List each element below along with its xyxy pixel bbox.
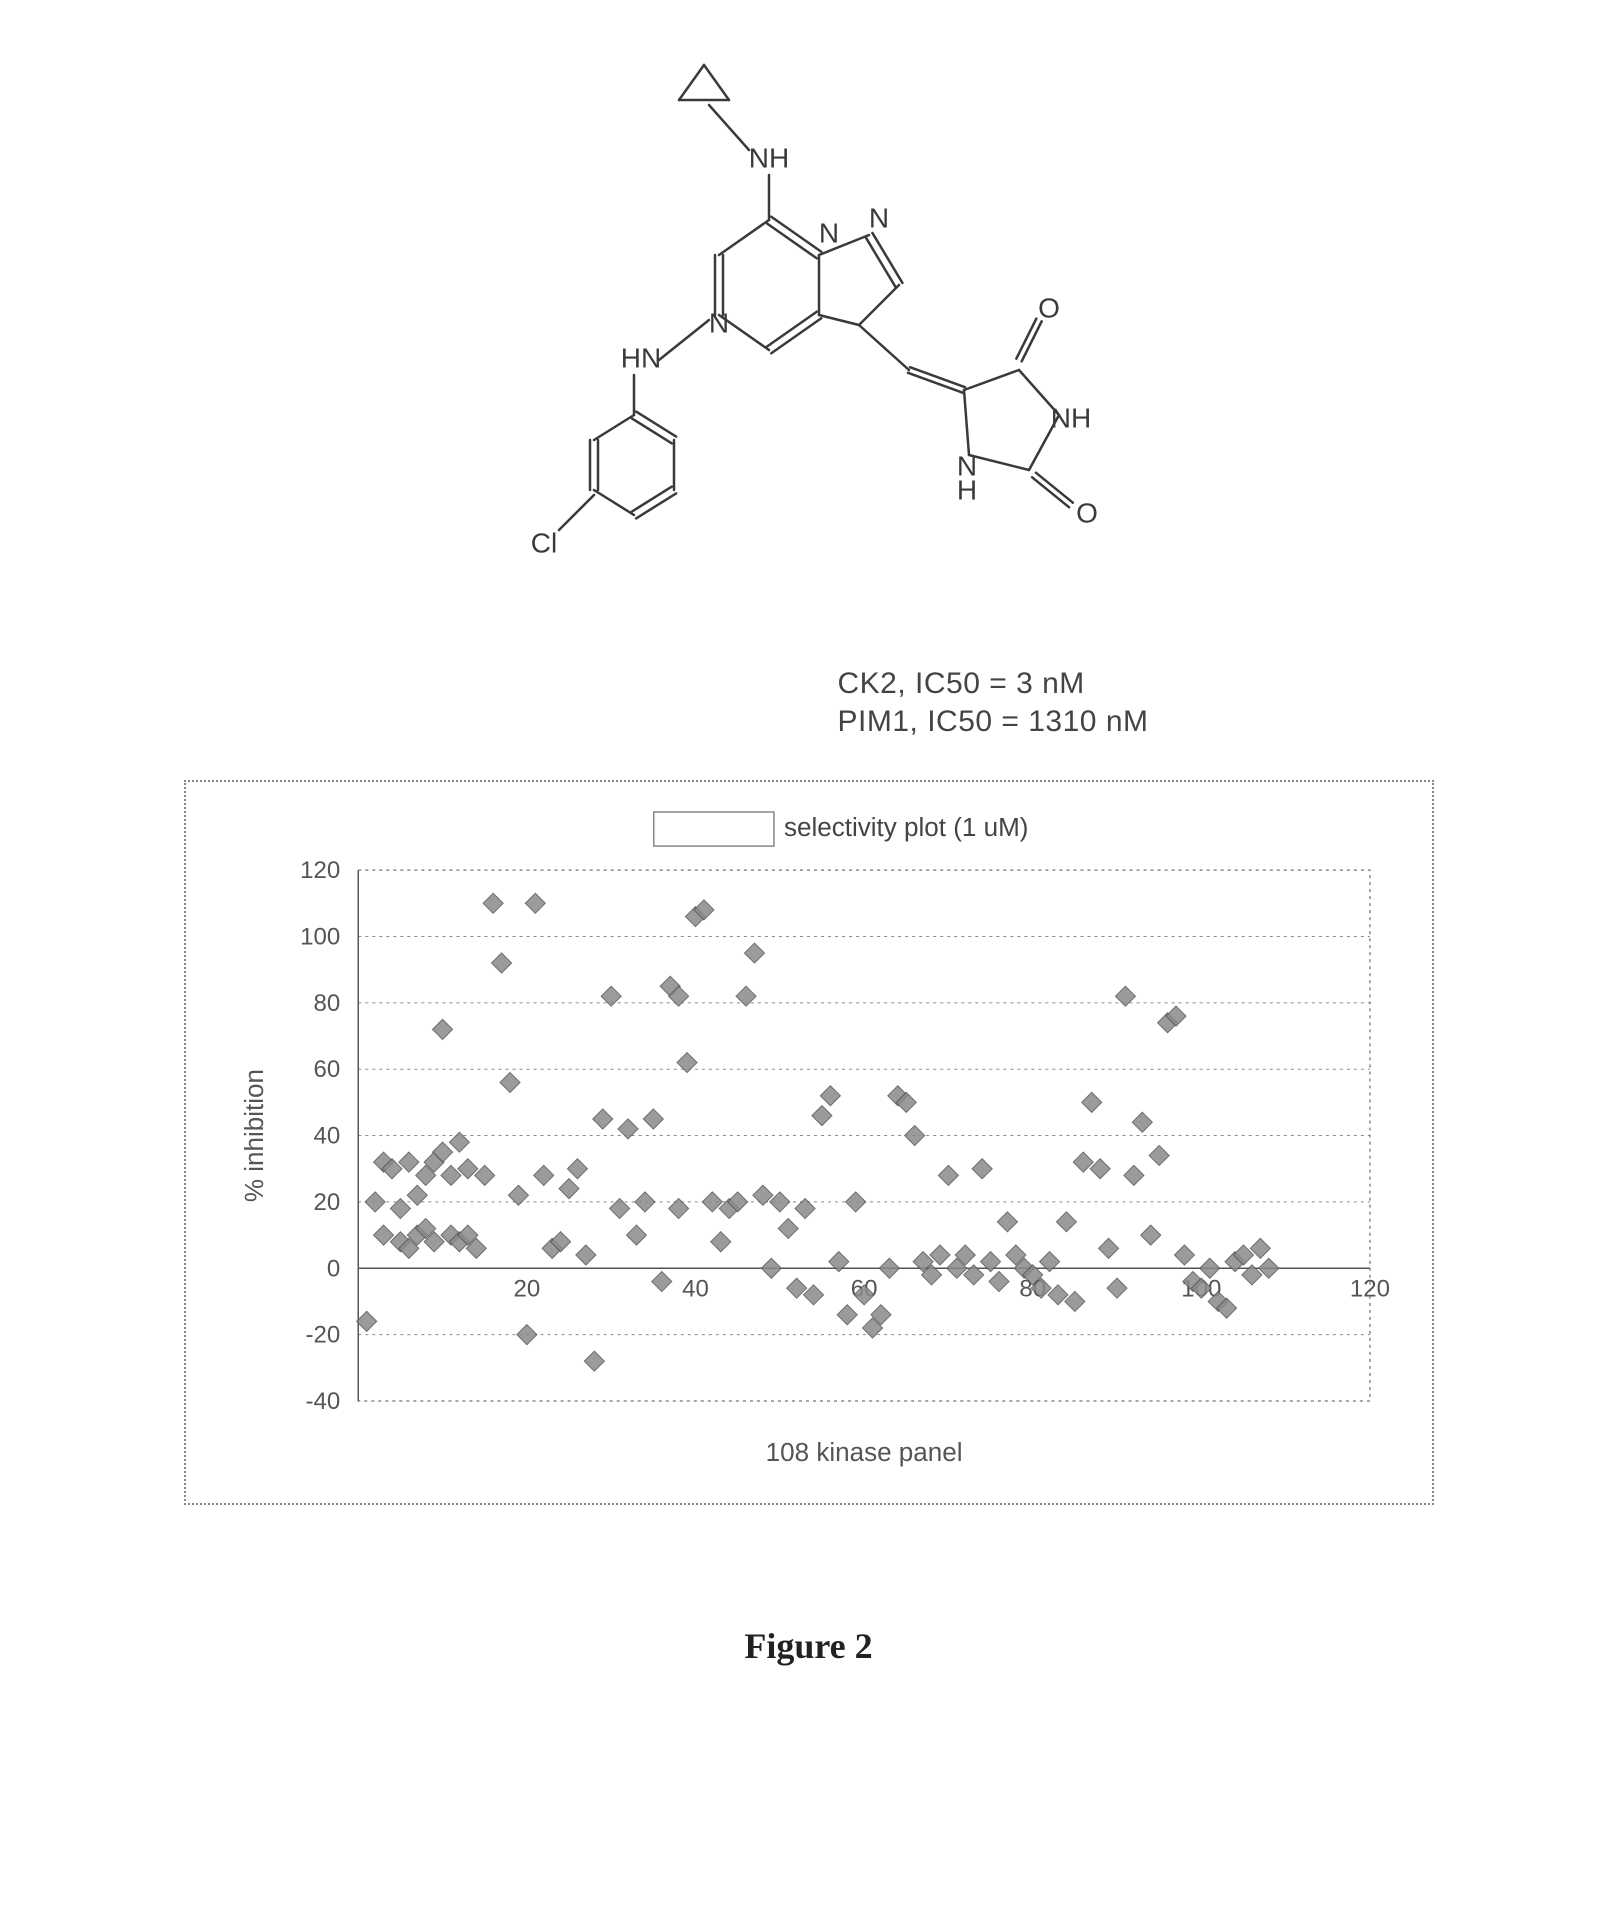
svg-text:40: 40 — [313, 1123, 340, 1150]
svg-text:selectivity plot (1 uM): selectivity plot (1 uM) — [783, 812, 1027, 842]
svg-text:120: 120 — [1349, 1275, 1389, 1302]
svg-text:HN: HN — [620, 342, 660, 373]
svg-text:100: 100 — [300, 923, 340, 950]
svg-text:O: O — [1038, 292, 1060, 323]
svg-text:60: 60 — [313, 1056, 340, 1083]
selectivity-scatter-chart: -40-2002040608010012020406080100120% inh… — [208, 800, 1410, 1481]
chemical-structure: NHNNNHNClONHNHO CK2, IC50 = 3 nM PIM1, I… — [409, 60, 1209, 740]
svg-text:O: O — [1076, 497, 1098, 528]
svg-text:NH: NH — [748, 142, 788, 173]
svg-text:40: 40 — [682, 1275, 709, 1302]
structure-svg: NHNNNHNClONHNHO — [409, 60, 1209, 660]
svg-text:NH: NH — [1050, 402, 1090, 433]
svg-text:H: H — [956, 474, 976, 505]
svg-text:20: 20 — [313, 1189, 340, 1216]
svg-text:N: N — [818, 217, 838, 248]
figure-caption: Figure 2 — [744, 1625, 872, 1667]
svg-text:% inhibition: % inhibition — [239, 1069, 269, 1202]
svg-text:-40: -40 — [305, 1388, 340, 1415]
svg-text:20: 20 — [513, 1275, 540, 1302]
svg-text:Cl: Cl — [530, 527, 556, 558]
svg-text:120: 120 — [300, 857, 340, 884]
svg-text:-20: -20 — [305, 1322, 340, 1349]
svg-text:0: 0 — [326, 1255, 339, 1282]
svg-text:108 kinase panel: 108 kinase panel — [765, 1437, 962, 1467]
svg-text:80: 80 — [313, 990, 340, 1017]
ic50-values: CK2, IC50 = 3 nM PIM1, IC50 = 1310 nM — [838, 665, 1149, 740]
svg-text:N: N — [708, 307, 728, 338]
selectivity-chart-frame: -40-2002040608010012020406080100120% inh… — [184, 780, 1434, 1505]
ic50-line-ck2: CK2, IC50 = 3 nM — [838, 665, 1149, 703]
svg-text:N: N — [868, 202, 888, 233]
ic50-line-pim1: PIM1, IC50 = 1310 nM — [838, 703, 1149, 741]
